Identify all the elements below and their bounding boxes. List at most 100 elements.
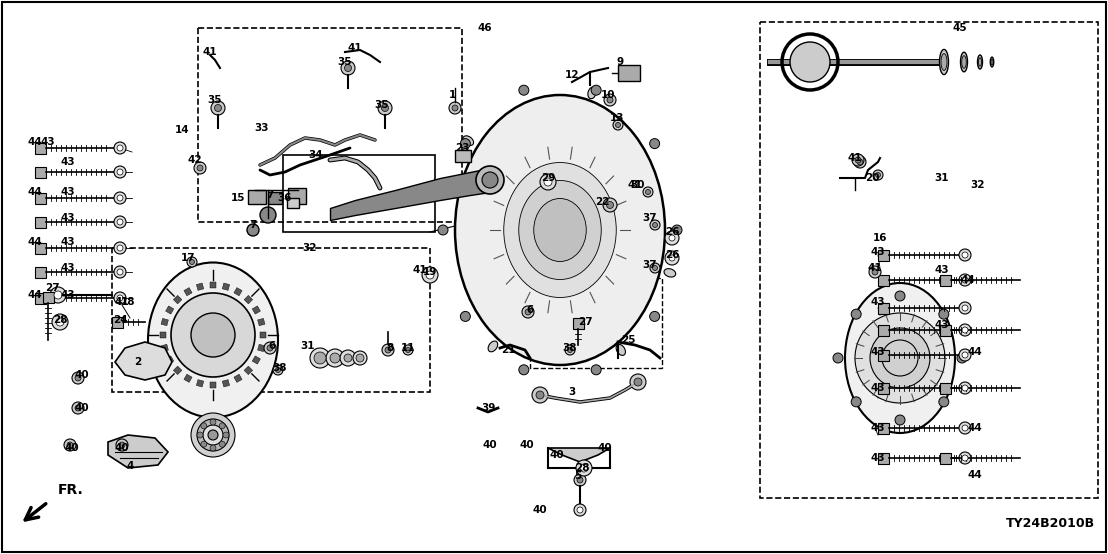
Circle shape	[854, 156, 866, 168]
Text: 31: 31	[300, 341, 316, 351]
Text: 44: 44	[967, 347, 983, 357]
Text: 44: 44	[28, 290, 42, 300]
Text: 24: 24	[113, 315, 127, 325]
Bar	[196, 283, 204, 290]
Text: 41: 41	[203, 47, 217, 57]
Circle shape	[52, 314, 68, 330]
Circle shape	[962, 425, 968, 431]
Circle shape	[343, 354, 352, 362]
Circle shape	[264, 342, 276, 354]
Circle shape	[219, 441, 225, 447]
Text: 4: 4	[126, 461, 134, 471]
Text: 3: 3	[568, 387, 576, 397]
Circle shape	[215, 105, 222, 111]
Circle shape	[406, 347, 410, 352]
Bar	[161, 344, 168, 352]
Circle shape	[197, 165, 203, 171]
Text: 26: 26	[665, 227, 679, 237]
Bar	[248, 190, 266, 204]
Circle shape	[519, 85, 529, 95]
Circle shape	[869, 266, 881, 278]
Circle shape	[117, 269, 123, 275]
Circle shape	[114, 192, 126, 204]
Polygon shape	[878, 453, 889, 464]
Bar	[455, 150, 471, 162]
Circle shape	[669, 255, 675, 261]
Circle shape	[653, 265, 657, 270]
Bar	[198, 28, 462, 222]
Ellipse shape	[455, 95, 665, 365]
Text: 43: 43	[871, 423, 885, 433]
Ellipse shape	[845, 283, 955, 433]
Circle shape	[957, 353, 967, 363]
Polygon shape	[878, 302, 889, 314]
Bar	[211, 382, 216, 388]
Bar	[174, 366, 182, 375]
Text: 40: 40	[520, 440, 534, 450]
Ellipse shape	[664, 269, 676, 277]
Text: 40: 40	[550, 450, 564, 460]
Text: 13: 13	[609, 113, 624, 123]
Polygon shape	[35, 192, 47, 203]
Circle shape	[191, 413, 235, 457]
Text: 43: 43	[61, 213, 75, 223]
Circle shape	[646, 189, 650, 194]
Circle shape	[116, 439, 129, 451]
Circle shape	[544, 178, 552, 186]
Circle shape	[114, 292, 126, 304]
Circle shape	[592, 365, 602, 375]
Circle shape	[962, 352, 968, 358]
Polygon shape	[35, 142, 47, 153]
Bar	[112, 248, 430, 392]
Bar	[234, 374, 243, 382]
Circle shape	[57, 318, 64, 326]
Polygon shape	[878, 423, 889, 433]
Text: 43: 43	[871, 383, 885, 393]
Bar	[196, 379, 204, 387]
Text: 40: 40	[74, 370, 90, 380]
Text: 7: 7	[249, 220, 257, 230]
Circle shape	[960, 324, 971, 336]
Text: 46: 46	[478, 23, 492, 33]
Circle shape	[650, 220, 660, 230]
Ellipse shape	[991, 57, 994, 67]
Bar	[165, 356, 174, 364]
Bar	[165, 306, 174, 314]
Text: 8: 8	[387, 343, 393, 353]
Ellipse shape	[978, 58, 982, 66]
Circle shape	[603, 198, 617, 212]
Circle shape	[260, 207, 276, 223]
Bar	[283, 155, 435, 232]
Ellipse shape	[941, 54, 947, 70]
Circle shape	[117, 219, 123, 225]
Text: 37: 37	[643, 260, 657, 270]
Circle shape	[653, 223, 657, 228]
Text: 16: 16	[873, 233, 888, 243]
Text: 7: 7	[266, 190, 274, 200]
Text: 9: 9	[616, 57, 624, 67]
Text: 32: 32	[971, 180, 985, 190]
Bar	[258, 344, 265, 352]
Circle shape	[211, 101, 225, 115]
Circle shape	[856, 159, 863, 165]
Circle shape	[960, 452, 971, 464]
Circle shape	[870, 328, 930, 388]
Circle shape	[203, 425, 223, 445]
Polygon shape	[940, 325, 951, 336]
Polygon shape	[878, 350, 889, 361]
Circle shape	[579, 464, 588, 472]
Text: 40: 40	[64, 443, 80, 453]
Circle shape	[522, 306, 534, 318]
Circle shape	[356, 354, 365, 362]
Polygon shape	[940, 274, 951, 285]
Circle shape	[66, 442, 73, 448]
Circle shape	[536, 391, 544, 399]
Bar	[253, 306, 260, 314]
Bar	[211, 282, 216, 288]
Ellipse shape	[463, 136, 473, 146]
Circle shape	[114, 216, 126, 228]
Text: 43: 43	[935, 265, 950, 275]
Circle shape	[665, 231, 679, 245]
Circle shape	[460, 311, 470, 321]
Ellipse shape	[148, 263, 278, 418]
